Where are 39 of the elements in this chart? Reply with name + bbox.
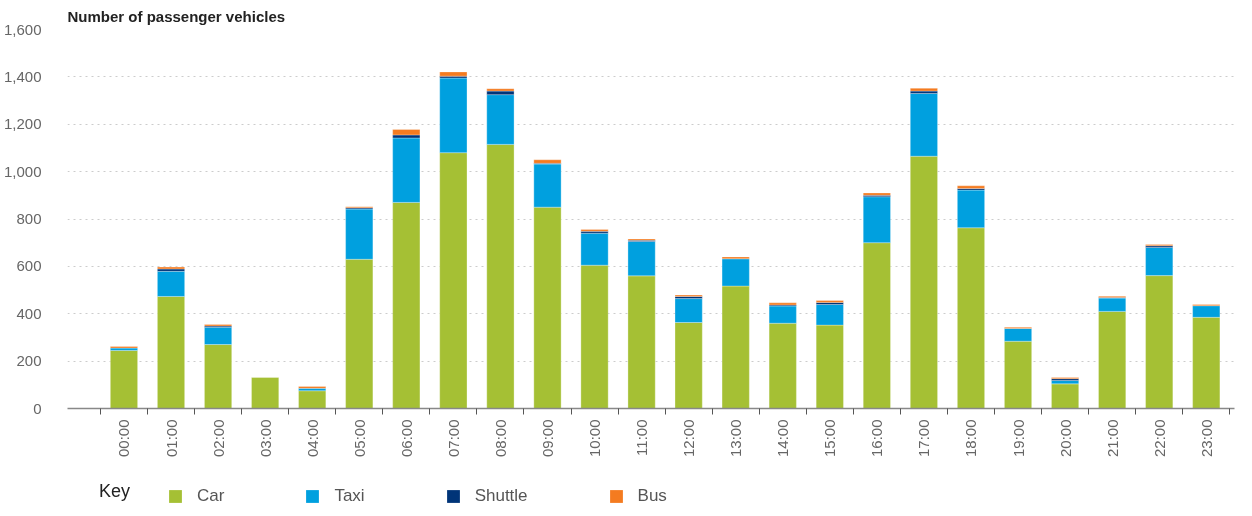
x-tick-label: 07:00: [444, 419, 462, 458]
y-tick-label: 1,000: [3, 162, 42, 180]
x-tick-label: 15:00: [821, 419, 839, 458]
x-tick-label: 14:00: [774, 419, 792, 458]
legend-label: Taxi: [334, 486, 365, 506]
x-tick-label: 23:00: [1197, 419, 1215, 458]
y-tick-label: 200: [16, 352, 42, 370]
legend-label: Shuttle: [474, 486, 528, 506]
legend-label: Bus: [637, 486, 667, 506]
x-tick-label: 04:00: [303, 419, 321, 458]
x-tick-label: 20:00: [1056, 419, 1074, 458]
x-tick-label: 12:00: [680, 419, 698, 458]
x-tick-label: 13:00: [727, 419, 745, 458]
legend-title: Key: [99, 480, 131, 501]
x-tick-label: 21:00: [1103, 419, 1121, 458]
x-tick-label: 02:00: [209, 419, 227, 458]
y-tick-label: 0: [33, 399, 42, 417]
x-tick-label: 09:00: [538, 419, 556, 458]
y-tick-label: 1,600: [3, 20, 42, 38]
x-tick-label: 01:00: [162, 419, 180, 458]
chart-title: Number of passenger vehicles: [67, 7, 286, 25]
x-tick-label: 18:00: [962, 419, 980, 458]
y-tick-label: 400: [16, 304, 42, 322]
x-tick-label: 05:00: [350, 419, 368, 458]
x-tick-label: 10:00: [586, 419, 604, 458]
y-tick-label: 800: [16, 210, 42, 227]
y-tick-label: 1,200: [3, 115, 42, 133]
x-tick-label: 06:00: [397, 419, 415, 458]
x-tick-label: 16:00: [868, 419, 886, 458]
legend-label: Car: [197, 486, 225, 506]
x-tick-label: 00:00: [115, 419, 133, 458]
y-tick-label: 1,400: [3, 67, 42, 85]
y-tick-label: 600: [16, 257, 42, 275]
x-tick-label: 19:00: [1009, 419, 1027, 458]
x-tick-label: 11:00: [633, 419, 651, 456]
x-tick-label: 22:00: [1150, 419, 1168, 458]
x-tick-label: 08:00: [491, 419, 509, 458]
x-tick-label: 17:00: [915, 419, 933, 458]
x-tick-label: 03:00: [256, 419, 274, 458]
